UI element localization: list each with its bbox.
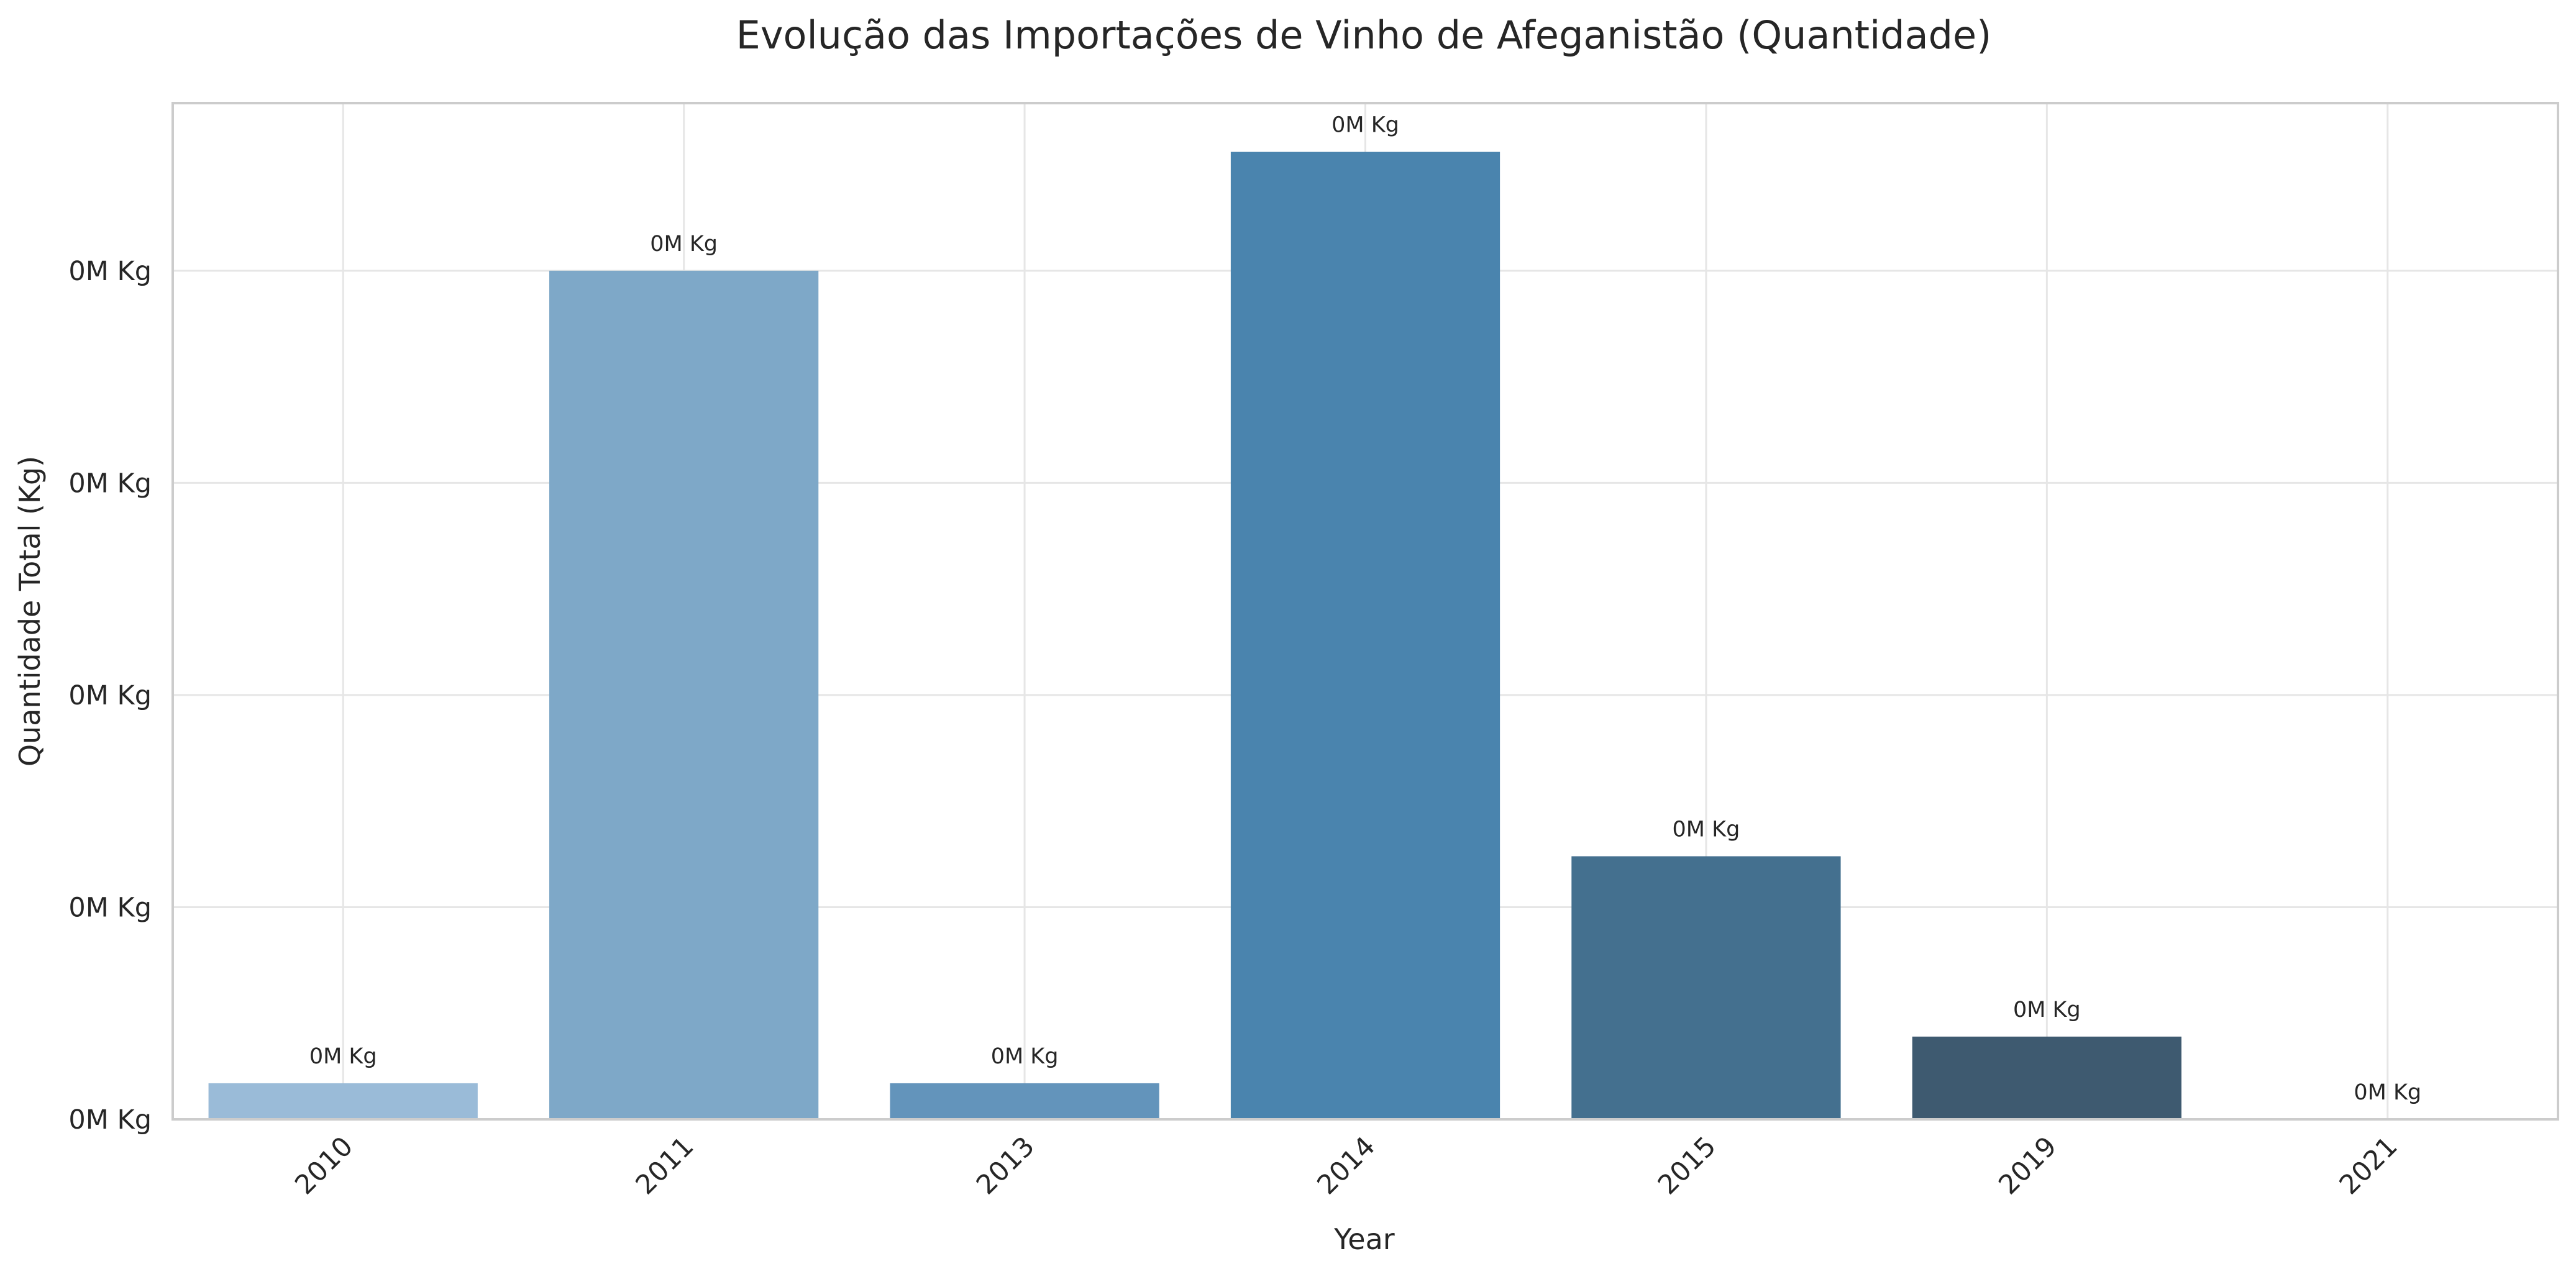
bar — [1230, 152, 1500, 1120]
y-tick-label: 0M Kg — [68, 256, 152, 287]
x-axis-ticks: 2010 2011 2013 2014 2015 2019 2021 — [289, 1131, 2403, 1201]
x-tick-label: 2011 — [630, 1131, 700, 1201]
x-tick-label: 2019 — [1993, 1131, 2063, 1201]
bar — [890, 1083, 1159, 1119]
bar — [1571, 856, 1841, 1119]
plot-frame — [171, 102, 2559, 1121]
y-tick-label: 0M Kg — [68, 892, 152, 923]
y-tick-label: 0M Kg — [68, 680, 152, 711]
y-axis-ticks: 0M Kg 0M Kg 0M Kg 0M Kg 0M Kg — [68, 256, 152, 1135]
bar-value-label: 0M Kg — [1331, 113, 1399, 138]
bar — [1912, 1036, 2181, 1119]
chart-title: Evolução das Importações de Vinho de Afe… — [736, 12, 1992, 58]
bar — [549, 270, 819, 1120]
bar-value-label: 0M Kg — [991, 1044, 1059, 1069]
bar-value-label: 0M Kg — [2354, 1080, 2421, 1105]
y-tick-label: 0M Kg — [68, 468, 152, 499]
x-tick-label: 2013 — [971, 1131, 1041, 1201]
x-tick-label: 2014 — [1312, 1131, 1382, 1201]
bars — [208, 152, 2181, 1120]
bar-value-label: 0M Kg — [1673, 817, 1740, 842]
data-labels: 0M Kg 0M Kg 0M Kg 0M Kg 0M Kg 0M Kg 0M Kg — [309, 113, 2421, 1105]
bar — [208, 1083, 478, 1119]
x-tick-label: 2015 — [1652, 1131, 1722, 1201]
x-tick-label: 2021 — [2334, 1131, 2404, 1201]
y-axis-label: Quantidade Total (Kg) — [13, 456, 47, 767]
bar-value-label: 0M Kg — [2013, 998, 2081, 1022]
y-tick-label: 0M Kg — [68, 1104, 152, 1135]
bar-value-label: 0M Kg — [309, 1044, 377, 1069]
x-axis-label: Year — [1333, 1222, 1394, 1256]
bar-value-label: 0M Kg — [650, 232, 718, 257]
x-tick-label: 2010 — [289, 1131, 359, 1201]
